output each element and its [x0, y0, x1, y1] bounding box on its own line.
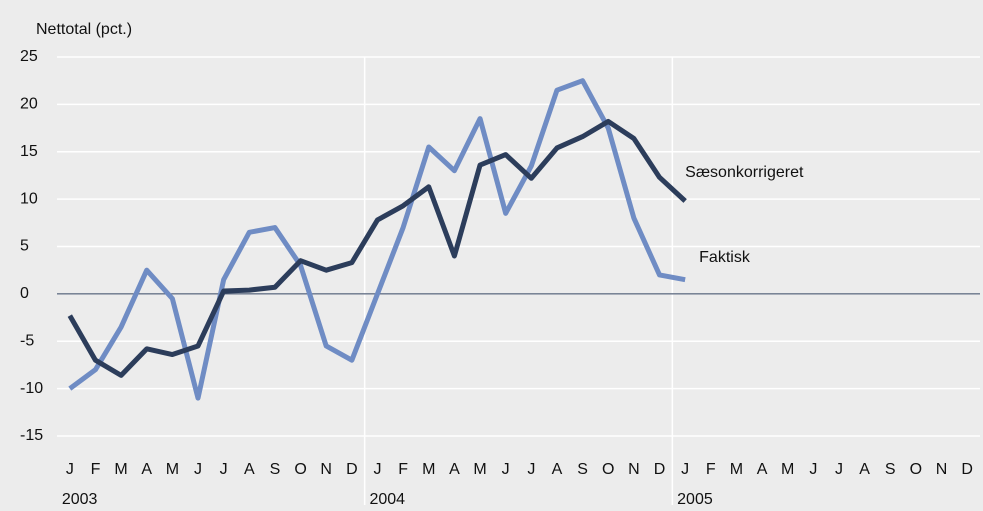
- x-tick-label: D: [346, 461, 358, 478]
- y-tick-label: 25: [20, 48, 38, 65]
- series-label: Faktisk: [699, 249, 751, 266]
- x-tick-label: A: [244, 461, 255, 478]
- x-tick-label: J: [835, 461, 843, 478]
- x-tick-label: A: [449, 461, 460, 478]
- x-tick-label: J: [527, 461, 535, 478]
- y-tick-label: 5: [20, 238, 29, 255]
- y-tick-label: 15: [20, 143, 38, 160]
- x-tick-label: J: [220, 461, 228, 478]
- x-tick-label: M: [473, 461, 486, 478]
- y-tick-label: -5: [20, 332, 34, 349]
- y-axis-label: Nettotal (pct.): [36, 21, 132, 38]
- x-tick-label: J: [66, 461, 74, 478]
- x-tick-label: J: [502, 461, 510, 478]
- x-tick-label: D: [654, 461, 666, 478]
- y-tick-label: -10: [20, 380, 43, 397]
- y-tick-label: 20: [20, 96, 38, 113]
- y-tick-label: 0: [20, 285, 29, 302]
- series-line: [68, 78, 686, 401]
- x-tick-label: M: [114, 461, 127, 478]
- y-tick-label: 10: [20, 190, 38, 207]
- x-tick-label: A: [141, 461, 152, 478]
- x-tick-label: S: [577, 461, 588, 478]
- x-tick-label: M: [422, 461, 435, 478]
- year-label: 2004: [369, 491, 405, 508]
- x-tick-label: J: [373, 461, 381, 478]
- series-line: [67, 118, 687, 378]
- x-tick-label: A: [859, 461, 870, 478]
- x-tick-label: S: [885, 461, 896, 478]
- series-label: Sæsonkorrigeret: [685, 164, 804, 181]
- x-tick-label: S: [270, 461, 281, 478]
- x-tick-label: O: [910, 461, 922, 478]
- x-tick-label: A: [552, 461, 563, 478]
- x-tick-label: O: [294, 461, 306, 478]
- x-tick-label: M: [166, 461, 179, 478]
- x-tick-label: J: [194, 461, 202, 478]
- x-tick-label: M: [730, 461, 743, 478]
- x-tick-label: N: [320, 461, 332, 478]
- year-label: 2005: [677, 491, 713, 508]
- y-tick-label: -15: [20, 427, 43, 444]
- x-tick-label: D: [961, 461, 973, 478]
- x-tick-label: J: [681, 461, 689, 478]
- x-tick-label: F: [398, 461, 408, 478]
- x-tick-label: N: [936, 461, 948, 478]
- x-tick-label: O: [602, 461, 614, 478]
- x-tick-label: M: [781, 461, 794, 478]
- x-tick-label: N: [628, 461, 640, 478]
- x-tick-label: F: [91, 461, 101, 478]
- x-tick-label: J: [809, 461, 817, 478]
- x-tick-label: A: [757, 461, 768, 478]
- year-label: 2003: [62, 491, 98, 508]
- x-tick-label: F: [706, 461, 716, 478]
